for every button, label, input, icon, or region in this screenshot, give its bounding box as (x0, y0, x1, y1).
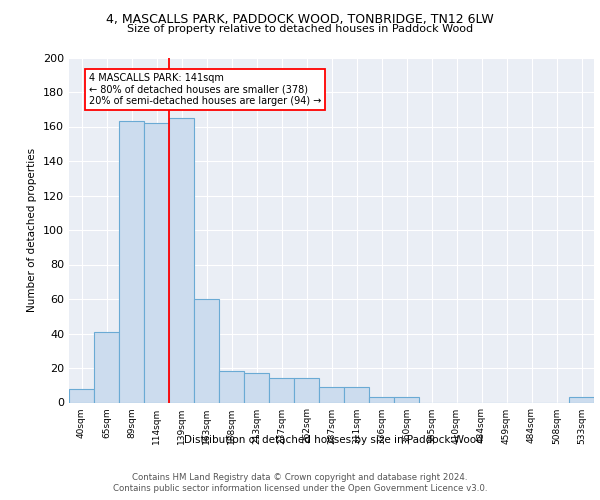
Text: Distribution of detached houses by size in Paddock Wood: Distribution of detached houses by size … (184, 435, 482, 445)
Bar (569, 398, 594, 402)
Bar (369, 398, 394, 402)
Bar (269, 378, 294, 402)
Text: 4, MASCALLS PARK, PADDOCK WOOD, TONBRIDGE, TN12 6LW: 4, MASCALLS PARK, PADDOCK WOOD, TONBRIDG… (106, 12, 494, 26)
Bar (194, 299, 219, 403)
Bar (344, 387, 369, 402)
Bar (244, 373, 269, 402)
Bar (69, 388, 94, 402)
Bar (144, 123, 169, 402)
Bar (169, 118, 194, 403)
Bar (294, 378, 319, 402)
Y-axis label: Number of detached properties: Number of detached properties (28, 148, 37, 312)
Bar (94, 332, 119, 402)
Text: Contains public sector information licensed under the Open Government Licence v3: Contains public sector information licen… (113, 484, 487, 493)
Text: Size of property relative to detached houses in Paddock Wood: Size of property relative to detached ho… (127, 24, 473, 34)
Bar (119, 122, 144, 402)
Text: 4 MASCALLS PARK: 141sqm
← 80% of detached houses are smaller (378)
20% of semi-d: 4 MASCALLS PARK: 141sqm ← 80% of detache… (89, 73, 322, 106)
Bar (394, 398, 419, 402)
Bar (319, 387, 344, 402)
Bar (219, 372, 244, 402)
Text: Contains HM Land Registry data © Crown copyright and database right 2024.: Contains HM Land Registry data © Crown c… (132, 472, 468, 482)
